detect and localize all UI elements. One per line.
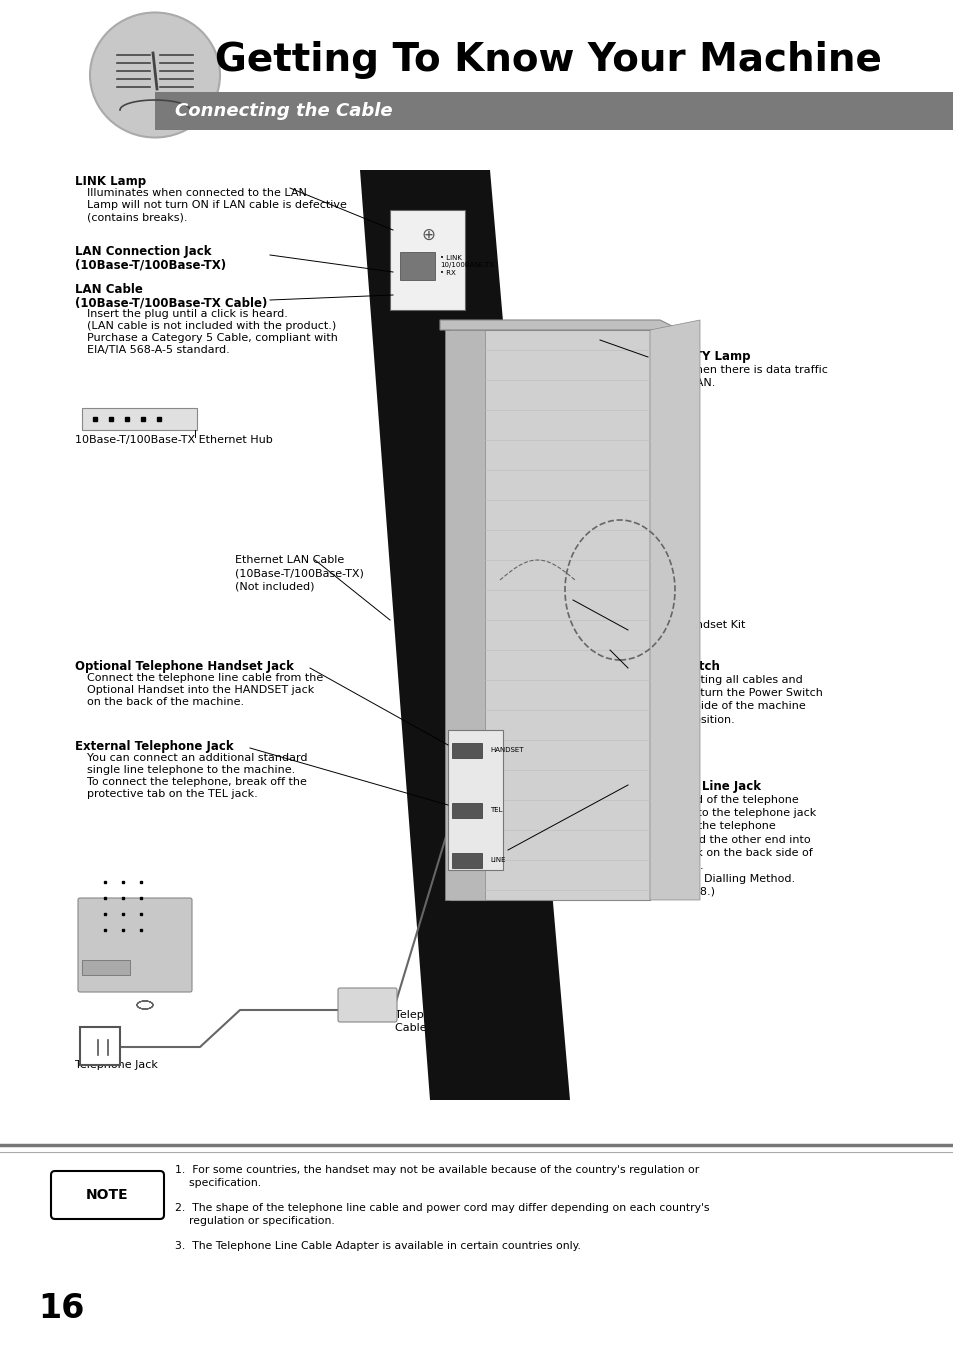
Bar: [450, 330, 649, 900]
Bar: [452, 852, 481, 867]
Bar: [390, 209, 464, 309]
Text: Blinks when there is data traffic
on the LAN.: Blinks when there is data traffic on the…: [649, 365, 827, 388]
Polygon shape: [359, 170, 569, 1100]
Text: Purchase a Category 5 Cable, compliant with: Purchase a Category 5 Cable, compliant w…: [87, 332, 337, 343]
Text: To connect the telephone, break off the: To connect the telephone, break off the: [87, 777, 307, 788]
Text: Telephone Jack: Telephone Jack: [75, 1061, 157, 1070]
Polygon shape: [439, 320, 679, 330]
Text: Power Switch: Power Switch: [629, 661, 720, 673]
Text: Lamp will not turn ON if LAN cable is defective: Lamp will not turn ON if LAN cable is de…: [87, 200, 347, 209]
Text: Insert the plug until a click is heard.: Insert the plug until a click is heard.: [87, 309, 288, 319]
Text: Plug one end of the telephone
line cable into the telephone jack
supplied by the: Plug one end of the telephone line cable…: [629, 794, 816, 897]
Text: 3.  The Telephone Line Cable Adapter is available in certain countries only.: 3. The Telephone Line Cable Adapter is a…: [174, 1242, 580, 1251]
Text: Ethernet LAN Cable
(10Base-T/100Base-TX)
(Not included): Ethernet LAN Cable (10Base-T/100Base-TX)…: [234, 555, 363, 592]
Text: (10Base-T/100Base-TX Cable): (10Base-T/100Base-TX Cable): [75, 296, 267, 309]
Text: (contains breaks).: (contains breaks).: [87, 212, 188, 222]
Text: 1.  For some countries, the handset may not be available because of the country': 1. For some countries, the handset may n…: [174, 1165, 699, 1188]
Bar: [452, 802, 481, 817]
Text: 2.  The shape of the telephone line cable and power cord may differ depending on: 2. The shape of the telephone line cable…: [174, 1202, 709, 1227]
Text: After connecting all cables and
Power Cord, turn the Power Switch
on the Left Si: After connecting all cables and Power Co…: [629, 676, 822, 724]
FancyBboxPatch shape: [78, 898, 192, 992]
Bar: [80, 1027, 120, 1065]
Text: LAN Cable: LAN Cable: [75, 282, 143, 296]
Text: ⊕: ⊕: [420, 226, 435, 245]
Text: TEL: TEL: [490, 807, 502, 813]
Text: (10Base-T/100Base-TX): (10Base-T/100Base-TX): [75, 258, 226, 272]
Text: HANDSET: HANDSET: [490, 747, 523, 753]
Text: (LAN cable is not included with the product.): (LAN cable is not included with the prod…: [87, 322, 335, 331]
Polygon shape: [82, 961, 130, 975]
Polygon shape: [649, 320, 700, 900]
Text: single line telephone to the machine.: single line telephone to the machine.: [87, 765, 294, 775]
Text: Optional Telephone Handset Jack: Optional Telephone Handset Jack: [75, 661, 294, 673]
Bar: [448, 730, 502, 870]
Text: LINK Lamp: LINK Lamp: [75, 176, 146, 188]
Bar: [444, 330, 484, 900]
Text: 16: 16: [38, 1292, 84, 1325]
Text: Optional Handset into the HANDSET jack: Optional Handset into the HANDSET jack: [87, 685, 314, 694]
Text: Connect the telephone line cable from the: Connect the telephone line cable from th…: [87, 673, 323, 684]
Bar: [452, 743, 481, 758]
Text: LINE: LINE: [490, 857, 505, 863]
Text: External Telephone Jack: External Telephone Jack: [75, 740, 233, 753]
Text: Telephone Line Jack: Telephone Line Jack: [629, 780, 760, 793]
Text: protective tab on the TEL jack.: protective tab on the TEL jack.: [87, 789, 257, 798]
Text: EIA/TIA 568-A-5 standard.: EIA/TIA 568-A-5 standard.: [87, 345, 230, 355]
Text: Illuminates when connected to the LAN.: Illuminates when connected to the LAN.: [87, 188, 310, 199]
FancyBboxPatch shape: [51, 1171, 164, 1219]
Text: • LINK
10/100BASE-TX
• RX: • LINK 10/100BASE-TX • RX: [439, 255, 494, 276]
FancyBboxPatch shape: [337, 988, 396, 1021]
Text: Optional Handset Kit
(UE-403172): Optional Handset Kit (UE-403172): [629, 620, 744, 643]
Bar: [399, 253, 435, 280]
Text: Telephone Line
Cable Adapter: Telephone Line Cable Adapter: [395, 1011, 478, 1034]
Text: You can connect an additional standard: You can connect an additional standard: [87, 753, 307, 763]
Text: LAN Connection Jack: LAN Connection Jack: [75, 245, 212, 258]
Text: on the back of the machine.: on the back of the machine.: [87, 697, 244, 707]
Bar: [82, 408, 196, 430]
Text: Connecting the Cable: Connecting the Cable: [174, 101, 393, 120]
Ellipse shape: [90, 12, 220, 138]
Bar: [154, 92, 953, 130]
Text: ACTIVITY Lamp: ACTIVITY Lamp: [649, 350, 750, 363]
Text: Getting To Know Your Machine: Getting To Know Your Machine: [214, 41, 881, 78]
Text: 10Base-T/100Base-TX Ethernet Hub: 10Base-T/100Base-TX Ethernet Hub: [75, 435, 273, 444]
Text: NOTE: NOTE: [86, 1188, 128, 1202]
